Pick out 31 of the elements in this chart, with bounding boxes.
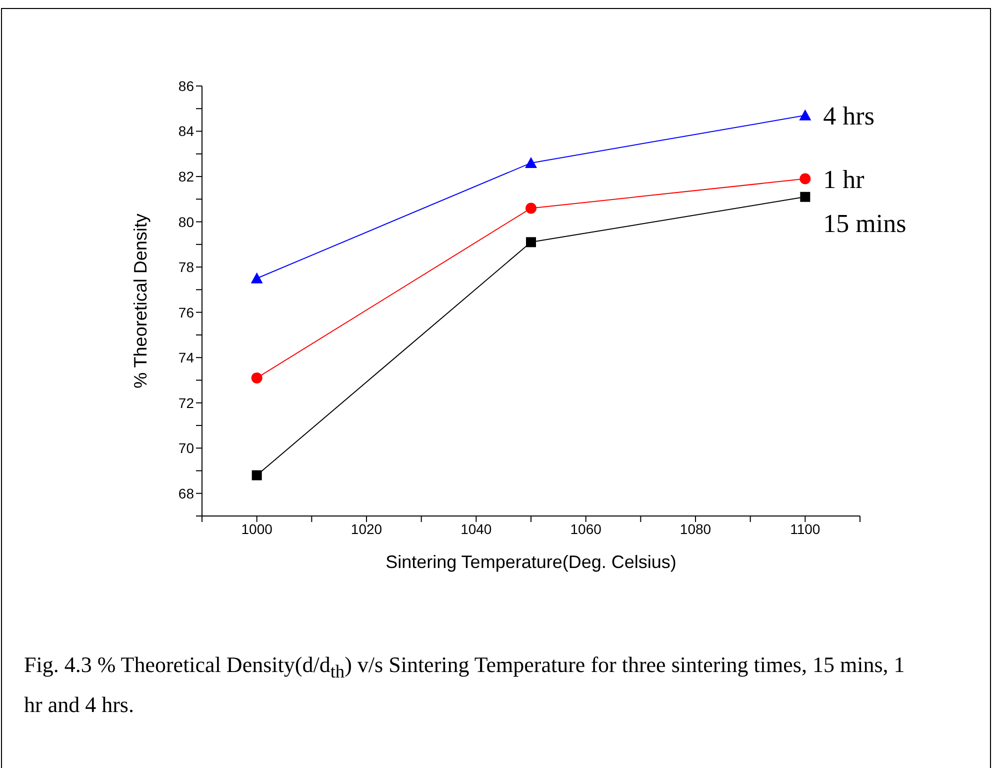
y-tick-label: 82 (178, 168, 194, 184)
x-tick-label: 1060 (570, 520, 602, 537)
x-tick-label: 1100 (790, 520, 820, 537)
x-tick-label: 1080 (680, 520, 712, 537)
point (526, 237, 536, 248)
point (252, 470, 262, 480)
text: Fig. 4.3 % Theoretical Density(d/d$_{th}$) v/s Sintering Temperature for three sintering times, 15 mins, 1 hr and 4 hrs. (24, 652, 905, 718)
y-tick-label: 72 (178, 394, 194, 411)
y-tick-label: 70 (178, 440, 194, 456)
series-label: 1 hr (823, 164, 865, 194)
series-label: 4 hrs (823, 101, 874, 130)
point (526, 202, 536, 214)
x-tick-label: 1000 (241, 520, 273, 537)
y-tick-label: 84 (178, 123, 194, 140)
point (800, 173, 811, 184)
x-tick-label: 1020 (350, 520, 382, 537)
y-tick-label: 74 (178, 350, 194, 366)
x-axis-title: Sintering Temperature(Deg. Celsius) (386, 552, 676, 572)
series-label: 15 mins (823, 208, 906, 238)
point (251, 372, 262, 384)
x-tick-label: 1040 (460, 520, 492, 537)
y-tick-label: 86 (178, 78, 194, 94)
y-tick-label: 76 (178, 304, 194, 320)
y-tick-label: 78 (178, 259, 194, 276)
point (525, 156, 537, 168)
y-tick-label: 68 (178, 485, 194, 502)
point (799, 109, 812, 120)
point (250, 272, 263, 284)
point (800, 192, 810, 202)
y-tick-label: 80 (178, 214, 194, 230)
y-axis-title: % Theoretical Density (130, 214, 150, 388)
